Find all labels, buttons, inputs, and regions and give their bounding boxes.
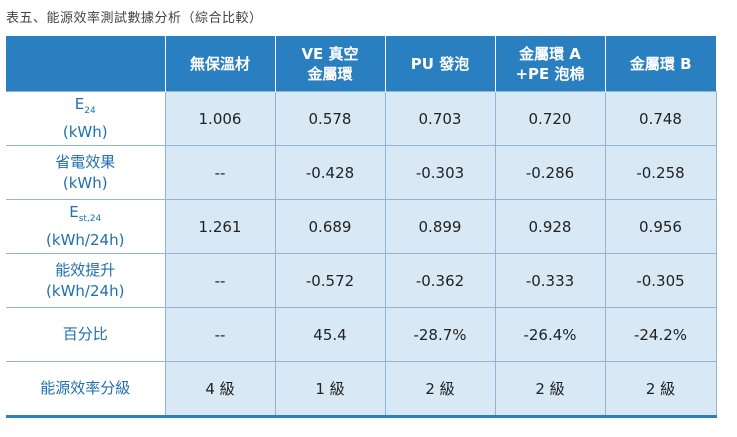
table-cell: 2 級	[604, 361, 717, 417]
table-cell: -0.258	[604, 145, 717, 200]
table-cell: 0.578	[274, 91, 385, 146]
table-cell: 0.720	[494, 91, 605, 146]
table-cell: --	[164, 307, 275, 362]
table-cell: 1.261	[164, 199, 275, 254]
row-label-power-saving: 省電效果 (kWh)	[6, 145, 165, 200]
table-cell: 1.006	[164, 91, 275, 146]
table-cell: -0.428	[274, 145, 385, 200]
table-cell: 0.748	[604, 91, 717, 146]
table-cell: -28.7%	[384, 307, 495, 362]
table-cell: -0.362	[384, 253, 495, 308]
table-cell: 0.956	[604, 199, 717, 254]
table-cell: 1 級	[274, 361, 385, 417]
table-cell: -0.303	[384, 145, 495, 200]
col-header-ve-vacuum-metal-ring: VE 真空 金屬環	[274, 36, 385, 92]
table-row: 百分比 -- 45.4 -28.7% -26.4% -24.2%	[6, 307, 717, 362]
col-header-metal-ring-a-pe: 金屬環 A +PE 泡棉	[494, 36, 605, 92]
table-cell: -24.2%	[604, 307, 717, 362]
table-caption: 表五、能源效率測試數據分析（綜合比較）	[6, 11, 263, 26]
header-row: 無保溫材 VE 真空 金屬環 PU 發泡 金屬環 A +PE 泡棉 金屬環 B	[6, 36, 716, 92]
table-cell: 2 級	[494, 361, 605, 417]
row-label-efficiency-grade: 能源效率分級	[6, 361, 165, 417]
table-cell: -0.286	[494, 145, 605, 200]
table-row: E24 (kWh) 1.006 0.578 0.703 0.720 0.748	[6, 91, 717, 146]
table-cell: 0.703	[384, 91, 495, 146]
col-header-no-insulation: 無保溫材	[164, 36, 275, 92]
table-cell: --	[164, 253, 275, 308]
table-cell: -26.4%	[494, 307, 605, 362]
table-cell: 0.899	[384, 199, 495, 254]
row-label-est24: Est,24 (kWh/24h)	[6, 199, 165, 254]
col-header-pu-foam: PU 發泡	[384, 36, 495, 92]
row-label-percentage: 百分比	[6, 307, 165, 362]
table-row: 能源效率分級 4 級 1 級 2 級 2 級 2 級	[6, 361, 717, 417]
table-cell: 0.689	[274, 199, 385, 254]
table-cell: -0.572	[274, 253, 385, 308]
header-corner	[6, 36, 165, 92]
table-cell: 45.4	[274, 307, 385, 362]
table-row: 能效提升 (kWh/24h) -- -0.572 -0.362 -0.333 -…	[6, 253, 717, 308]
table-cell: 2 級	[384, 361, 495, 417]
row-label-e24: E24 (kWh)	[6, 91, 165, 146]
table-cell: -0.305	[604, 253, 717, 308]
energy-efficiency-table: 無保溫材 VE 真空 金屬環 PU 發泡 金屬環 A +PE 泡棉 金屬環 B …	[6, 36, 717, 418]
table-cell: 0.928	[494, 199, 605, 254]
table-cell: --	[164, 145, 275, 200]
table-cell: 4 級	[164, 361, 275, 417]
col-header-metal-ring-b: 金屬環 B	[604, 36, 716, 92]
table-cell: -0.333	[494, 253, 605, 308]
row-label-efficiency-gain: 能效提升 (kWh/24h)	[6, 253, 165, 308]
table-row: 省電效果 (kWh) -- -0.428 -0.303 -0.286 -0.25…	[6, 145, 717, 200]
table-row: Est,24 (kWh/24h) 1.261 0.689 0.899 0.928…	[6, 199, 717, 254]
